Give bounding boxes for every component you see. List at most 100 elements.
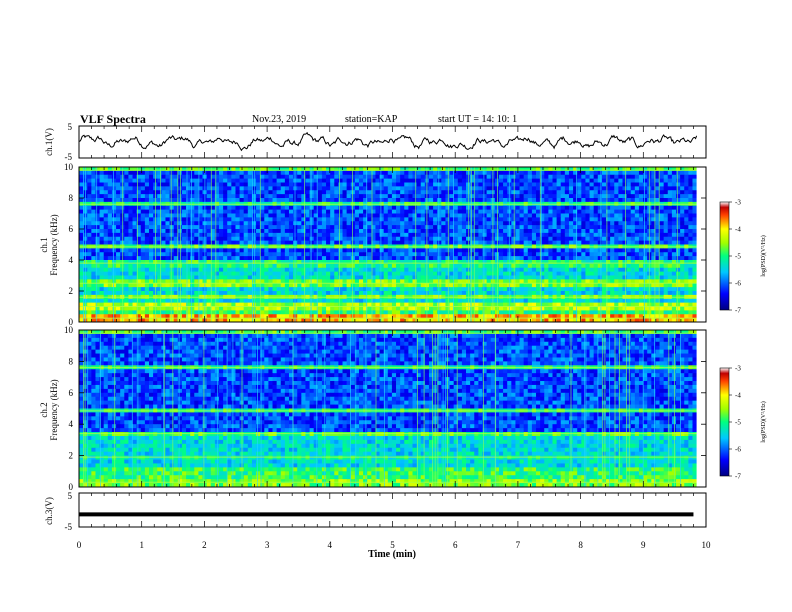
spec1-cell	[276, 209, 282, 214]
spec1-cell	[519, 178, 525, 183]
spec1-cell	[470, 225, 475, 230]
spec1-cell	[573, 198, 578, 203]
spec1-cell	[247, 221, 253, 226]
spec1-cell	[676, 275, 681, 280]
spec1-cell	[346, 283, 352, 288]
spec1-cell	[667, 287, 673, 292]
spec1-cell	[515, 186, 520, 191]
spec1-cell	[280, 213, 286, 218]
spec1-cell	[544, 283, 549, 288]
spec1-cell	[107, 240, 113, 245]
spec1-cell	[157, 190, 162, 195]
spec1-cell	[346, 209, 352, 214]
spec1-cell	[116, 174, 121, 180]
spec1-cell	[626, 271, 632, 276]
spec1-cell	[412, 198, 418, 203]
spec1-cell	[157, 178, 162, 183]
spec1-cell	[239, 236, 245, 242]
spec1-cell	[363, 283, 368, 288]
spec1-cell	[116, 198, 121, 203]
spec1-cell	[313, 205, 319, 211]
spec1-cell	[449, 182, 455, 187]
spec1-cell	[87, 240, 92, 245]
spec1-cell	[564, 232, 570, 238]
spec1-cell	[186, 263, 191, 269]
spec1-cell	[684, 279, 689, 284]
spec1-cell	[420, 209, 426, 214]
spec1-cell	[305, 205, 310, 211]
spec1-cell	[618, 229, 623, 234]
spec1-cell	[140, 205, 146, 211]
spec1-cell	[416, 182, 422, 187]
spec1-cell	[482, 229, 488, 234]
spec1-cell	[396, 263, 401, 269]
spec1-cell	[124, 225, 129, 230]
spec1-cell	[634, 229, 640, 234]
spec1-cell	[519, 186, 525, 191]
spec1-cell	[437, 287, 442, 292]
spec1-cell	[597, 271, 603, 276]
spec1-cell	[321, 291, 327, 296]
spec1-cell	[161, 186, 166, 191]
spec1-cell	[375, 198, 380, 203]
spec1-cell	[457, 186, 463, 191]
spec1-cell	[111, 225, 117, 230]
spec1-cell	[474, 275, 479, 280]
spec1-cell	[354, 217, 360, 222]
spec1-cell	[457, 170, 463, 176]
spec1-cell	[610, 198, 615, 203]
spec1-cell	[626, 263, 632, 269]
spec1-cell	[420, 217, 426, 222]
spec1-cell	[655, 256, 660, 261]
spec1-cell	[288, 229, 294, 234]
spec1-cell	[301, 263, 306, 269]
spec1-cell	[243, 170, 249, 176]
spec1-cell	[144, 263, 150, 269]
spec1-cell	[227, 252, 232, 257]
spec1-cell	[470, 260, 475, 265]
spec1-cell	[428, 291, 434, 296]
spec1-cell	[659, 182, 665, 187]
spec1-cell	[437, 236, 442, 242]
spec1-cell	[540, 252, 545, 257]
spec1-cell	[288, 271, 294, 276]
spec1-cell	[87, 236, 92, 242]
spec1-cell	[585, 236, 590, 242]
spec1-cell	[206, 205, 212, 211]
spec1-cell	[326, 279, 331, 284]
spec1-cell	[634, 198, 640, 203]
spec1-cell	[511, 256, 516, 261]
spec1-cell	[169, 186, 175, 191]
spec1-cell	[243, 252, 249, 257]
spec1-cell	[573, 279, 578, 284]
spec1-cell	[437, 205, 442, 211]
spec1-cell	[173, 291, 179, 296]
spec1-cell	[441, 205, 446, 211]
spec1-cell	[256, 260, 261, 265]
spec1-cell	[548, 182, 553, 187]
spec1-cell	[247, 225, 253, 230]
spec1-cell	[375, 217, 380, 222]
spec1-cell	[622, 252, 627, 257]
spec1-cell	[116, 178, 121, 183]
spec1-cell	[593, 170, 599, 176]
spec1-cell	[536, 221, 541, 226]
spec1-cell	[317, 248, 323, 253]
spec1-cell	[428, 190, 434, 195]
spec1-cell	[95, 174, 100, 180]
spec1-cell	[643, 260, 648, 265]
spec1-cell	[515, 252, 520, 257]
spec1-cell	[527, 213, 533, 218]
spec1-cell	[144, 205, 150, 211]
spec1-cell	[531, 291, 537, 296]
spec1-cell	[358, 221, 364, 226]
spec1-cell	[511, 174, 516, 180]
spec1-cell	[503, 248, 508, 253]
spec1-cell	[581, 252, 586, 257]
spec1-cell	[445, 221, 450, 226]
spec1-cell	[214, 190, 220, 195]
spec1-cell	[243, 198, 249, 203]
spec1-cell	[375, 291, 380, 296]
spec1-cell	[416, 186, 422, 191]
spec1-cell	[186, 174, 191, 180]
